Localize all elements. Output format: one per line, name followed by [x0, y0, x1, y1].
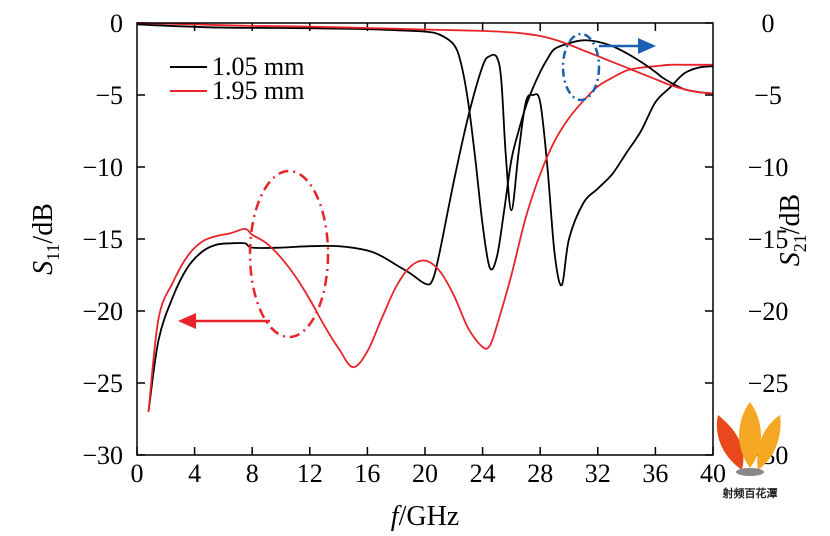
y-axis-left-title-sub: 11 — [43, 244, 63, 261]
x-tick-label: 8 — [246, 459, 259, 488]
watermark-text: 射频百花潭 — [722, 486, 778, 500]
x-tick-label: 32 — [585, 459, 611, 488]
y-axis-right-title-var: S — [775, 252, 806, 266]
y-axis-right-title: S21/dB — [775, 194, 810, 266]
annotations-layer — [178, 32, 656, 339]
y-tick-label-left: −25 — [82, 369, 123, 398]
y-tick-label-right: −15 — [748, 225, 789, 254]
y-tick-label-left: 0 — [110, 9, 123, 38]
x-axis-title-unit: /GHz — [399, 501, 460, 532]
x-axis-title-var: f — [391, 501, 402, 532]
y-tick-label-right: −5 — [754, 81, 782, 110]
legend: 1.05 mm 1.95 mm — [170, 52, 304, 105]
y-tick-label-left: −20 — [82, 297, 123, 326]
s21-group-ellipse — [561, 32, 601, 102]
x-tick-label: 36 — [642, 459, 668, 488]
x-tick-label: 0 — [131, 459, 144, 488]
x-tick-label: 12 — [297, 459, 323, 488]
y-tick-label-right: 0 — [762, 9, 775, 38]
y-axis-left-title-unit: /dB — [28, 203, 59, 243]
series-line-s11-1-95mm — [147, 63, 713, 412]
x-tick-label: 16 — [354, 459, 380, 488]
x-tick-label: 24 — [470, 459, 496, 488]
y-axis-right-title-sub: 21 — [790, 234, 810, 252]
watermark-leaf-center — [739, 402, 761, 468]
legend-label-1: 1.05 mm — [212, 52, 304, 81]
watermark: 射频百花潭 — [716, 402, 781, 500]
y-tick-label-left: −10 — [82, 153, 123, 182]
y-axis-right-title-unit: /dB — [775, 194, 806, 234]
x-tick-label: 40 — [700, 459, 726, 488]
s11-axis-arrow-head — [178, 313, 196, 329]
ticks-layer: 0 4 8 12 16 20 24 28 32 36 40 0 0 −5 −5 −10 −10 −15 −15 −20… — [82, 9, 788, 488]
watermark-leaf-right — [757, 415, 781, 470]
y-axis-left-title-var: S — [28, 261, 59, 275]
lines-layer — [136, 22, 714, 412]
y-tick-label-left: −30 — [82, 441, 123, 470]
y-axis-left-title: S11/dB — [28, 203, 63, 275]
y-tick-label-right: −25 — [748, 369, 789, 398]
plot-frame — [136, 22, 714, 456]
series-line-s11-1-05mm — [147, 53, 714, 412]
watermark-pebble — [736, 468, 764, 476]
watermark-leaf-left — [716, 415, 744, 470]
y-tick-label-left: −15 — [82, 225, 123, 254]
y-tick-label-right: −10 — [748, 153, 789, 182]
x-tick-label: 4 — [188, 459, 201, 488]
x-axis-title: f/GHz — [391, 501, 459, 532]
s21-axis-arrow-head — [638, 38, 656, 54]
legend-label-2: 1.95 mm — [212, 76, 304, 105]
s11-group-ellipse — [248, 169, 330, 339]
y-tick-label-left: −5 — [95, 81, 123, 110]
series-line-s21-1-05mm — [136, 23, 714, 271]
y-tick-label-right: −20 — [748, 297, 789, 326]
x-tick-label: 28 — [527, 459, 553, 488]
x-tick-label: 20 — [412, 459, 438, 488]
series-line-s21-1-95mm — [136, 22, 714, 95]
